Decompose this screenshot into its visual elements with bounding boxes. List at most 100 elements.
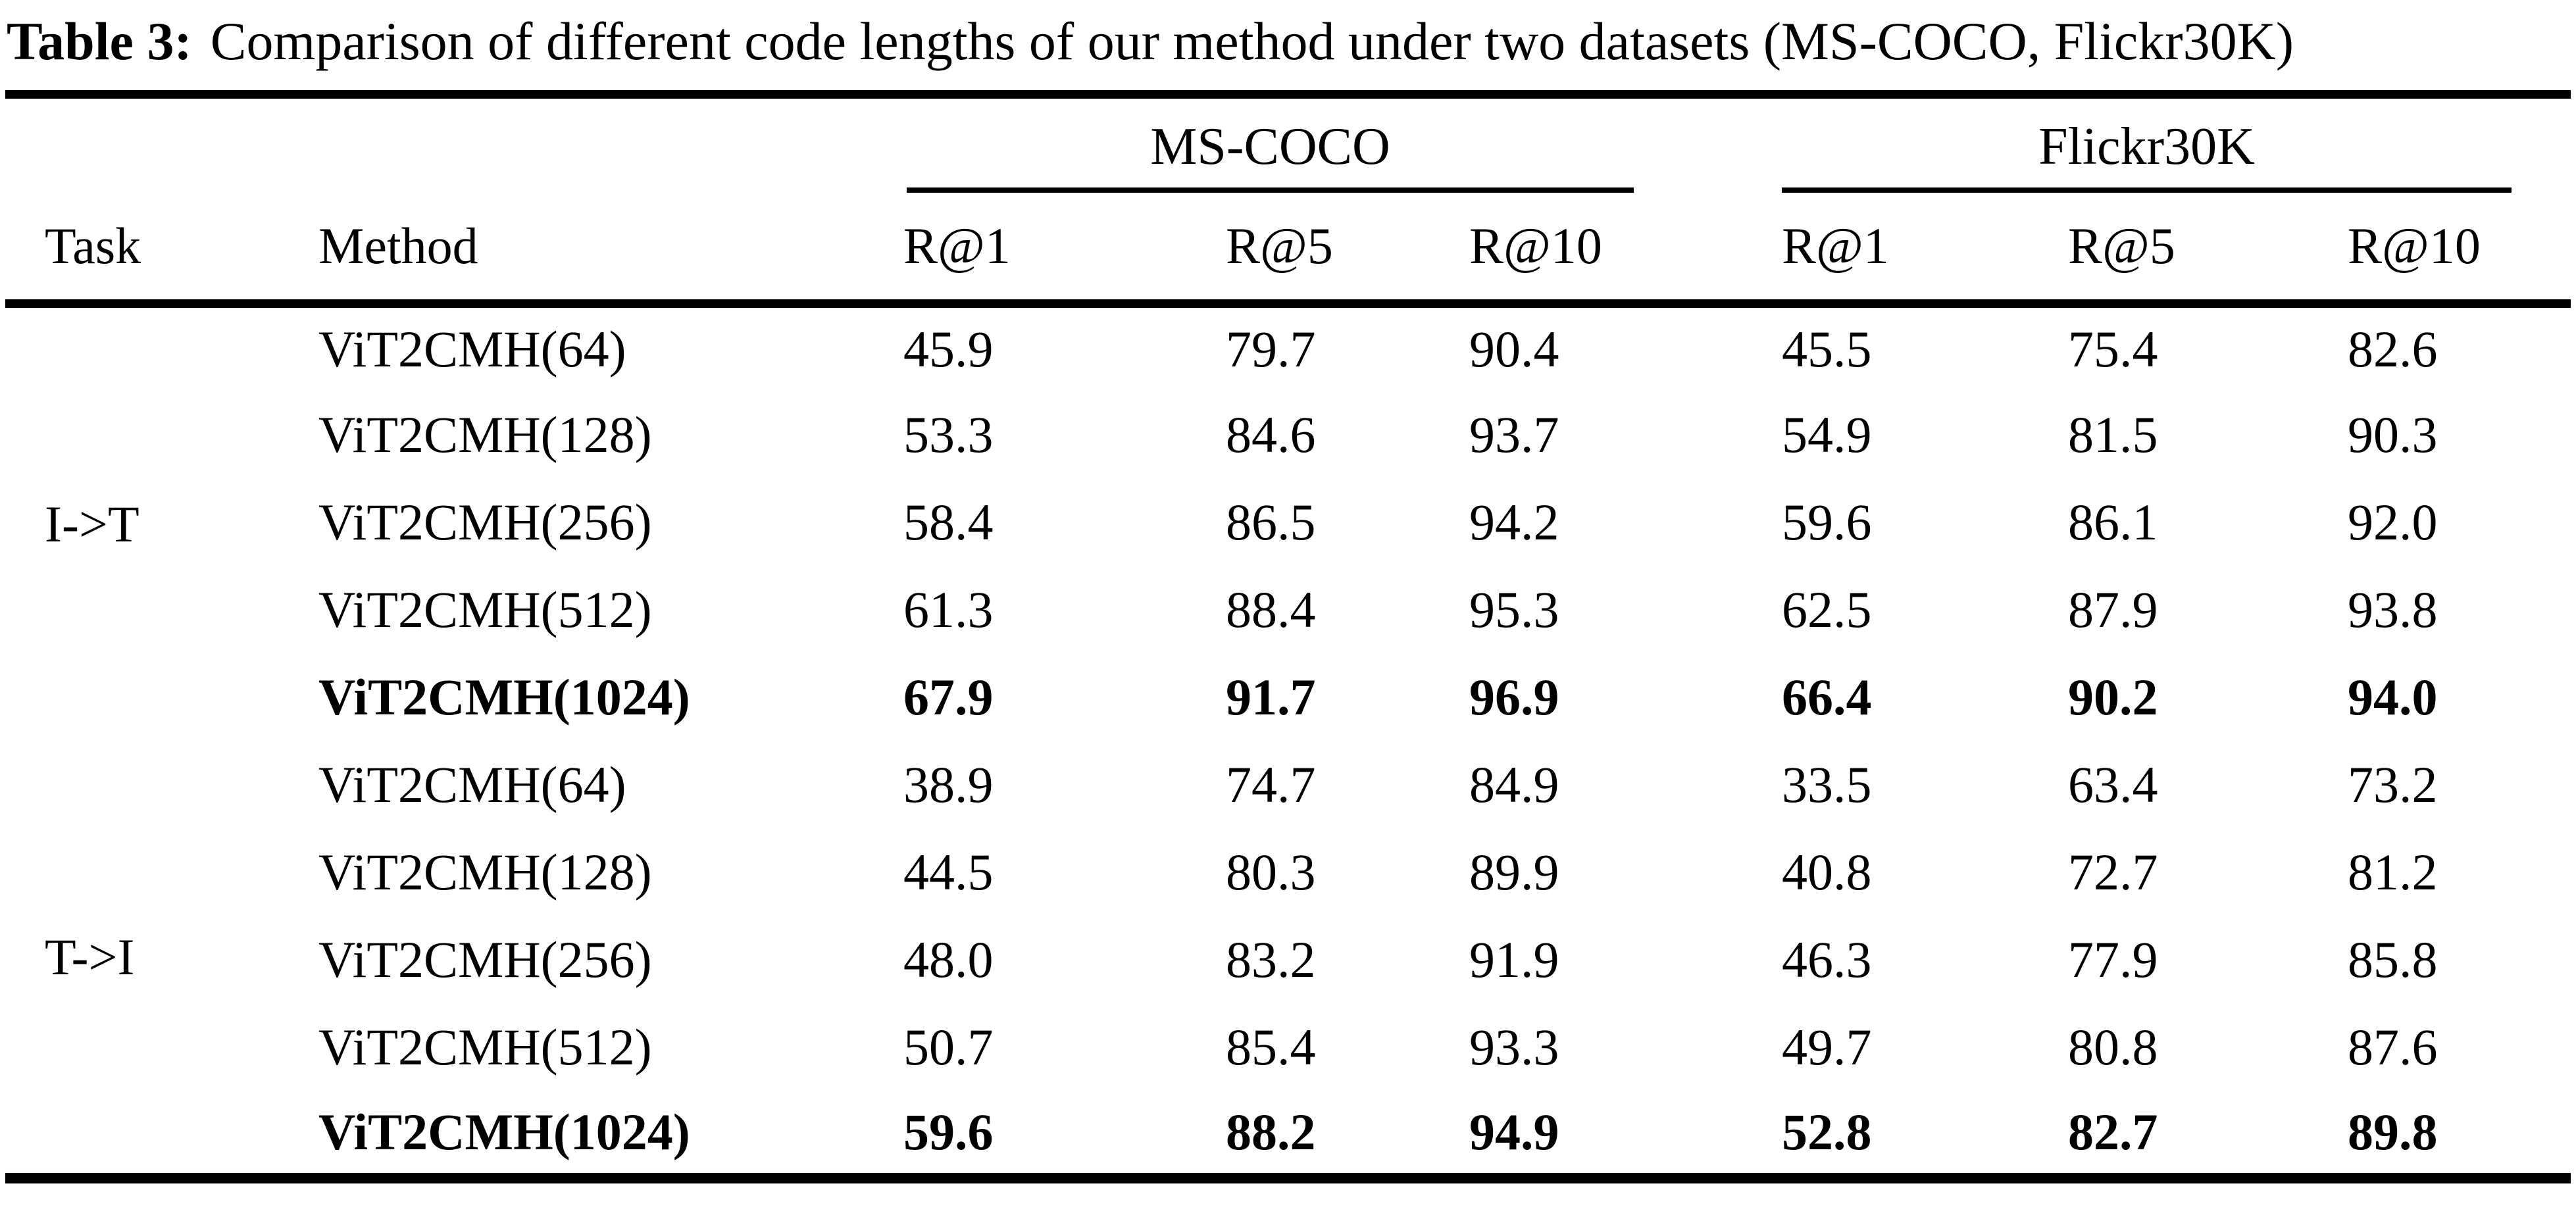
metric-cell: 52.8: [1782, 1103, 1872, 1160]
metric-cell: 53.3: [903, 405, 994, 463]
column-header-mscoco-r10: R@10: [1469, 193, 1782, 308]
metric-cell: 87.6: [2348, 1018, 2438, 1076]
metric-cell: 33.5: [1782, 755, 1872, 813]
metric-cell: 89.9: [1469, 843, 1559, 901]
task-cell-t2i: T->I: [45, 928, 135, 985]
results-table: MS-COCO Flickr30K Task Method R@1 R@5 R@…: [5, 89, 2571, 1183]
group-header-spacer: [5, 94, 903, 193]
table-row: ViT2CMH(256) 58.4 86.5 94.2 59.6 86.1 92…: [5, 478, 2571, 566]
metric-cell: 92.0: [2348, 493, 2438, 551]
table-row-best: ViT2CMH(1024) 59.6 88.2 94.9 52.8 82.7 8…: [5, 1091, 2571, 1178]
metric-cell: 81.2: [2348, 843, 2438, 901]
metric-cell: 90.2: [2068, 668, 2158, 726]
metric-cell: 85.8: [2348, 930, 2438, 988]
dataset-group-header-row: MS-COCO Flickr30K: [5, 94, 2571, 193]
method-cell: ViT2CMH(256): [318, 930, 652, 988]
metric-cell: 48.0: [903, 930, 994, 988]
column-header-mscoco-r5: R@5: [1226, 193, 1469, 308]
table-caption-label: Table 3:: [7, 11, 192, 71]
metric-cell: 82.6: [2348, 320, 2438, 378]
table-caption: Table 3: Comparison of different code len…: [0, 0, 2576, 76]
method-cell: ViT2CMH(128): [318, 843, 652, 901]
table-row: ViT2CMH(512) 50.7 85.4 93.3 49.7 80.8 87…: [5, 1003, 2571, 1091]
group-header-mscoco-label: MS-COCO: [907, 117, 1634, 193]
column-header-method: Method: [318, 193, 903, 308]
metric-cell: 73.2: [2348, 755, 2438, 813]
metric-cell: 89.8: [2348, 1103, 2438, 1160]
metric-cell: 66.4: [1782, 668, 1872, 726]
metric-cell: 59.6: [903, 1103, 994, 1160]
table-row: T->I ViT2CMH(64) 38.9 74.7 84.9 33.5 63.…: [5, 741, 2571, 985]
table-caption-text: Comparison of different code lengths of …: [210, 11, 2294, 71]
method-cell: ViT2CMH(64): [318, 320, 626, 378]
metric-cell: 91.9: [1469, 930, 1559, 988]
metric-cell: 81.5: [2068, 405, 2158, 463]
metric-cell: 72.7: [2068, 843, 2158, 901]
metric-cell: 84.6: [1226, 405, 1316, 463]
metric-cell: 83.2: [1226, 930, 1316, 988]
method-cell: ViT2CMH(256): [318, 493, 652, 551]
metric-cell: 94.0: [2348, 668, 2438, 726]
task-cell-i2t: I->T: [45, 495, 139, 553]
metric-cell: 45.5: [1782, 320, 1872, 378]
metric-cell: 74.7: [1226, 755, 1316, 813]
table-row: ViT2CMH(128) 44.5 80.3 89.9 40.8 72.7 81…: [5, 828, 2571, 916]
column-header-flickr-r5: R@5: [2068, 193, 2348, 308]
metric-cell: 54.9: [1782, 405, 1872, 463]
table-row: ViT2CMH(256) 48.0 83.2 91.9 46.3 77.9 85…: [5, 916, 2571, 1003]
method-cell: ViT2CMH(128): [318, 405, 652, 463]
method-cell: ViT2CMH(512): [318, 580, 652, 638]
metric-cell: 84.9: [1469, 755, 1559, 813]
metric-cell: 94.9: [1469, 1103, 1559, 1160]
metric-cell: 61.3: [903, 580, 994, 638]
method-cell: ViT2CMH(512): [318, 1018, 652, 1076]
metric-cell: 80.3: [1226, 843, 1316, 901]
metric-cell: 50.7: [903, 1018, 994, 1076]
metric-cell: 86.1: [2068, 493, 2158, 551]
table-row: I->T ViT2CMH(64) 45.9 79.7 90.4 45.5 75.…: [5, 303, 2571, 553]
metric-cell: 93.7: [1469, 405, 1559, 463]
metric-cell: 90.3: [2348, 405, 2438, 463]
metric-cell: 82.7: [2068, 1103, 2158, 1160]
metric-cell: 94.2: [1469, 493, 1559, 551]
column-header-row: Task Method R@1 R@5 R@10 R@1 R@5 R@10: [5, 193, 2571, 308]
metric-cell: 44.5: [903, 843, 994, 901]
metric-cell: 59.6: [1782, 493, 1872, 551]
column-header-task: Task: [5, 193, 318, 308]
metric-cell: 80.8: [2068, 1018, 2158, 1076]
column-header-flickr-r1: R@1: [1782, 193, 2069, 308]
metric-cell: 95.3: [1469, 580, 1559, 638]
metric-cell: 91.7: [1226, 668, 1316, 726]
metric-cell: 93.8: [2348, 580, 2438, 638]
metric-cell: 63.4: [2068, 755, 2158, 813]
table-row: ViT2CMH(128) 53.3 84.6 93.7 54.9 81.5 90…: [5, 391, 2571, 478]
metric-cell: 79.7: [1226, 320, 1316, 378]
column-header-mscoco-r1: R@1: [903, 193, 1226, 308]
metric-cell: 62.5: [1782, 580, 1872, 638]
metric-cell: 38.9: [903, 755, 994, 813]
metric-cell: 45.9: [903, 320, 994, 378]
metric-cell: 88.2: [1226, 1103, 1316, 1160]
metric-cell: 86.5: [1226, 493, 1316, 551]
metric-cell: 87.9: [2068, 580, 2158, 638]
metric-cell: 49.7: [1782, 1018, 1872, 1076]
table-row-best: ViT2CMH(1024) 67.9 91.7 96.9 66.4 90.2 9…: [5, 653, 2571, 741]
metric-cell: 77.9: [2068, 930, 2158, 988]
column-header-flickr-r10: R@10: [2348, 193, 2571, 308]
metric-cell: 88.4: [1226, 580, 1316, 638]
metric-cell: 75.4: [2068, 320, 2158, 378]
table-row: ViT2CMH(512) 61.3 88.4 95.3 62.5 87.9 93…: [5, 566, 2571, 653]
metric-cell: 40.8: [1782, 843, 1872, 901]
metric-cell: 90.4: [1469, 320, 1559, 378]
method-cell: ViT2CMH(64): [318, 755, 626, 813]
group-header-mscoco: MS-COCO: [903, 94, 1782, 193]
metric-cell: 96.9: [1469, 668, 1559, 726]
metric-cell: 67.9: [903, 668, 994, 726]
group-header-flickr30k-label: Flickr30K: [1782, 117, 2512, 193]
metric-cell: 58.4: [903, 493, 994, 551]
group-header-flickr30k: Flickr30K: [1782, 94, 2571, 193]
method-cell: ViT2CMH(1024): [318, 668, 690, 726]
metric-cell: 93.3: [1469, 1018, 1559, 1076]
method-cell: ViT2CMH(1024): [318, 1103, 690, 1160]
